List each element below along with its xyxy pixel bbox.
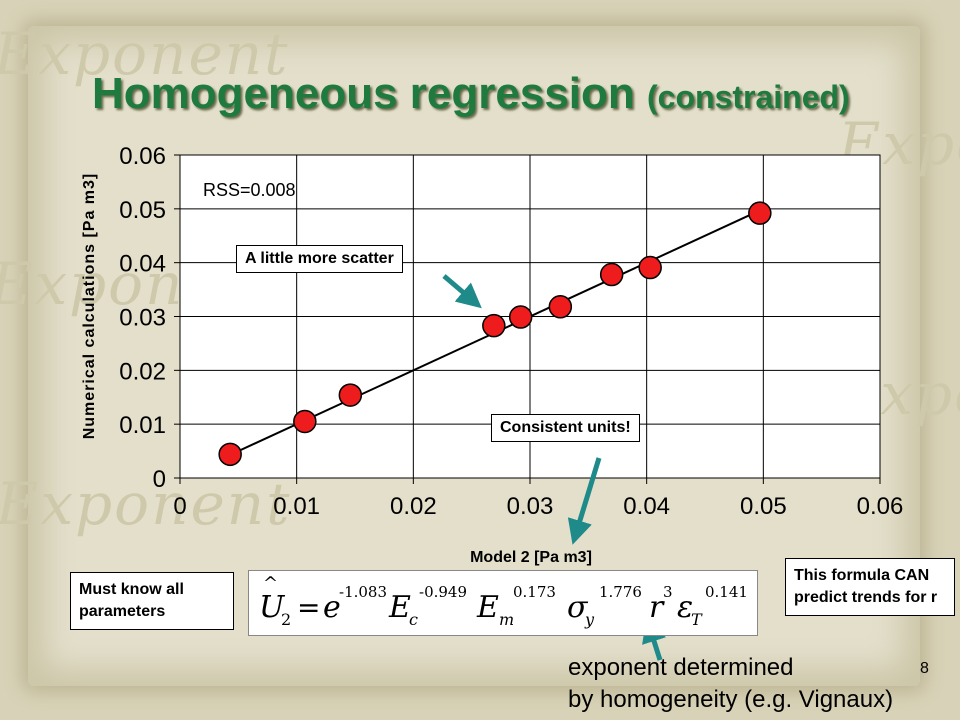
formula-Ec: E xyxy=(388,590,411,625)
note-must-know: Must know all parameters xyxy=(70,572,234,630)
x-tick-label: 0.02 xyxy=(390,493,437,520)
data-point xyxy=(599,262,624,287)
y-tick-label: 0.03 xyxy=(119,305,166,332)
subscript-y: y xyxy=(584,610,595,629)
title-sub: (constrained) xyxy=(647,79,850,115)
exp-Ec: -0.949 xyxy=(419,583,467,601)
subscript-c: c xyxy=(409,610,418,629)
data-point xyxy=(338,383,363,407)
scatter-chart: 0 0.01 0.02 0.03 0.04 0.05 0.06 0 0.01 0.02 0.03 0.… xyxy=(81,143,904,566)
formula-sigma: σ xyxy=(567,590,589,625)
data-point xyxy=(748,201,772,225)
x-tick-label: 0.04 xyxy=(623,493,670,520)
x-tick-label: 0.05 xyxy=(740,493,787,520)
hat-symbol: ^ xyxy=(263,573,278,594)
footnote: exponent determined by homogeneity (e.g.… xyxy=(568,652,893,716)
formula-Em: E xyxy=(476,590,499,625)
data-point xyxy=(293,409,317,434)
note-can-predict: This formula CAN predict trends for r xyxy=(785,558,955,616)
y-tick-label: 0.06 xyxy=(119,143,166,170)
subscript-m: m xyxy=(499,610,514,629)
callout-scatter: A little more scatter xyxy=(236,245,403,273)
exp-r: 3 xyxy=(663,583,673,601)
y-tick-label: 0.04 xyxy=(119,251,166,278)
slide-title: Homogeneous regression (constrained) xyxy=(92,66,850,125)
equals-sign: = xyxy=(297,591,320,624)
y-tick-label: 0.02 xyxy=(119,358,166,385)
x-tick-label: 0.01 xyxy=(273,493,320,520)
y-tick-label: 0.01 xyxy=(119,412,166,439)
data-point xyxy=(482,313,506,338)
footnote-line-2: by homogeneity (e.g. Vignaux) xyxy=(568,686,894,713)
exp-eps: 0.141 xyxy=(705,583,748,601)
title-main: Homogeneous regression xyxy=(92,69,635,118)
data-point xyxy=(548,295,573,319)
formula-e: e xyxy=(323,590,341,625)
exp-e: -1.083 xyxy=(339,583,387,601)
x-tick-label: 0.03 xyxy=(507,493,554,520)
x-tick-label: 0 xyxy=(173,493,186,520)
y-axis-label: Numerical calculations [Pa m3] xyxy=(81,173,98,440)
page-number: 8 xyxy=(920,660,929,677)
data-point xyxy=(508,305,533,329)
x-tick-label: 0.06 xyxy=(857,493,904,520)
exp-Em: 0.173 xyxy=(513,583,556,601)
exp-sigma: 1.776 xyxy=(599,583,642,601)
y-tick-label: 0.05 xyxy=(119,197,166,224)
data-point xyxy=(218,442,242,467)
subscript-T: T xyxy=(691,610,703,629)
formula: U ^ 2 = e -1.083 E c -0.949 E m 0.173 σ … xyxy=(259,573,748,629)
formula-box: U ^ 2 = e -1.083 E c -0.949 E m 0.173 σ … xyxy=(248,570,758,636)
x-axis-label: Model 2 [Pa m3] xyxy=(470,549,592,566)
y-tick-label: 0 xyxy=(153,466,166,493)
callout-units: Consistent units! xyxy=(491,414,640,442)
data-point xyxy=(638,255,662,280)
formula-epsilon: ε xyxy=(677,590,693,625)
formula-lhs-subscript: 2 xyxy=(281,610,291,629)
footnote-line-1: exponent determined xyxy=(568,654,794,681)
rss-label: RSS=0.008 xyxy=(203,180,296,200)
formula-r: r xyxy=(649,590,665,625)
formula-lhs: U xyxy=(259,590,286,625)
